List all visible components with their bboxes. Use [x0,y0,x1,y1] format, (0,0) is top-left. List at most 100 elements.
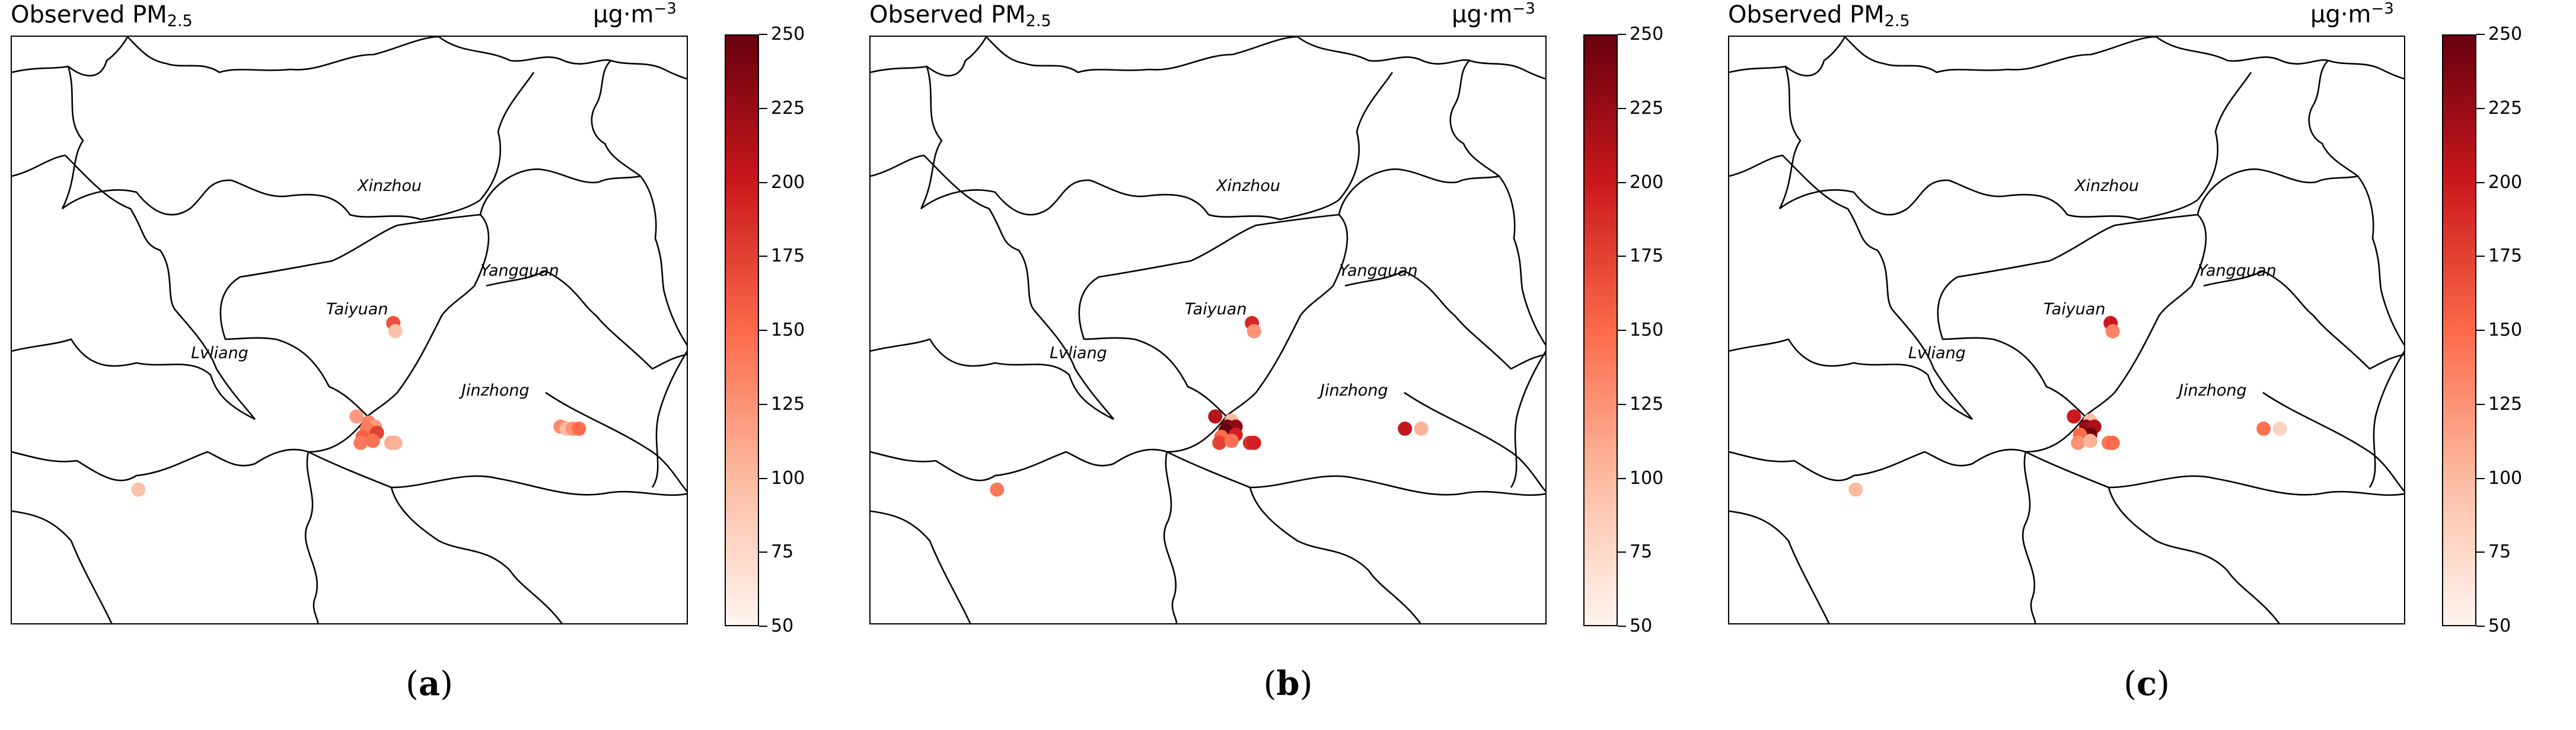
colorbar-tick-mark [1618,107,1626,109]
boundary-line [2308,60,2358,177]
colorbar-tick-mark [759,403,767,405]
colorbar-tick-mark [759,181,767,183]
boundary-line [871,338,1114,420]
boundary-line [12,154,256,420]
colorbar-tick-label: 225 [1630,97,1664,119]
boundary-line [871,37,987,76]
colorbar-tick-label: 50 [1630,616,1653,636]
city-label: Xinzhou [356,177,422,195]
boundary-line [304,451,319,623]
colorbar-tick-label: 100 [1630,467,1664,489]
boundary-line [545,391,687,492]
colorbar [725,34,759,626]
colorbar-tick-mark [1618,626,1626,627]
station-marker [1246,435,1261,450]
boundary-lines [1729,37,2404,623]
boundary-line [920,179,1340,221]
colorbar-tick-mark [759,477,767,479]
colorbar-tick-label: 250 [1630,24,1664,44]
boundary-line [871,510,971,623]
map-panel-b: Observed PM2.5 μg·m−3 [859,0,1717,730]
colorbar-tick-mark [1618,181,1626,183]
boundary-line [871,448,1545,496]
boundary-line [1510,350,1545,488]
station-marker [2067,409,2081,424]
colorbar-tick-mark [2476,477,2485,479]
colorbar-tick-mark [2476,256,2485,257]
map-panel-c: Observed PM2.5 μg·m−3 [1717,0,2576,730]
station-markers [131,315,586,497]
map-canvas: Xinzhou Yangquan Taiyuan Lvliang Jinzhon… [871,37,1545,623]
station-marker [1246,324,1261,339]
station-marker [1208,409,1223,424]
colorbar-tick-mark [759,107,767,109]
boundary-line [2022,451,2036,623]
title-subscript: 2.5 [167,12,193,30]
colorbar-tick-mark [1618,34,1626,35]
colorbar-tick-label: 125 [771,393,805,415]
colorbar-tick-label: 250 [2488,24,2523,44]
station-marker [572,421,586,436]
unit-exponent: −3 [1512,0,1535,18]
panel-label: (b) [859,664,1717,703]
colorbar-tick-mark [1618,403,1626,405]
city-label: Jinzhong [2176,381,2247,400]
station-marker [353,435,368,450]
panel-title: Observed PM2.5 [1728,1,1910,30]
station-marker [1224,433,1239,448]
panel-label: (a) [0,664,859,703]
station-marker [388,435,403,450]
boundary-line [2156,37,2404,80]
station-marker [349,409,364,424]
colorbar-tick-label: 50 [771,616,794,636]
boundary-line [480,72,535,200]
city-labels: Xinzhou Yangquan Taiyuan Lvliang Jinzhon… [1908,177,2277,400]
boundary-line [871,154,1115,420]
colorbar [2442,34,2476,626]
boundary-line [127,37,439,74]
map-frame: Xinzhou Yangquan Taiyuan Lvliang Jinzhon… [869,36,1547,624]
boundary-lines [871,37,1545,623]
unit-label: μg·m−3 [2310,0,2394,28]
colorbar-tick-label: 100 [2488,467,2523,489]
boundary-line [12,510,113,623]
boundary-line [1729,154,1974,420]
city-label: Jinzhong [458,381,530,400]
label-letter: b [1276,664,1300,703]
boundary-line [390,487,563,623]
station-marker [2105,324,2120,339]
boundary-line [12,37,129,76]
colorbar [1583,34,1618,626]
boundary-line [2368,350,2404,488]
label-close: ) [1299,665,1313,703]
city-label: Yangquan [1339,262,1418,280]
title-prefix: Observed PM [11,1,167,28]
city-label: Lvliang [1050,344,1107,362]
map-frame: Xinzhou Yangquan Taiyuan Lvliang Jinzhon… [1728,36,2405,624]
boundary-line [1844,37,2157,74]
station-marker [131,482,146,497]
boundary-line [2262,391,2404,492]
boundary-line [219,213,490,417]
boundary-line [651,350,687,488]
station-markers [990,315,1429,497]
colorbar-tick-label: 75 [1630,541,1653,563]
colorbar-tick-label: 75 [2488,541,2511,563]
title-subscript: 2.5 [1025,12,1051,30]
colorbar-tick-mark [1618,552,1626,553]
city-label: Xinzhou [1215,177,1280,195]
boundary-line [2196,168,2404,346]
label-letter: a [418,664,441,703]
city-label: Taiyuan [326,300,388,318]
colorbar-tick-mark [1618,477,1626,479]
boundary-line [62,179,481,221]
boundary-line [1078,213,1348,417]
station-marker [1414,421,1429,436]
colorbar-tick-mark [759,330,767,331]
boundary-line [1449,60,1500,177]
colorbar-tick-label: 250 [771,24,805,44]
colorbar-tick-label: 175 [1630,246,1664,267]
colorbar-tick-mark [2476,552,2485,553]
colorbar-tick-mark [759,256,767,257]
colorbar-tick-mark [759,626,767,627]
